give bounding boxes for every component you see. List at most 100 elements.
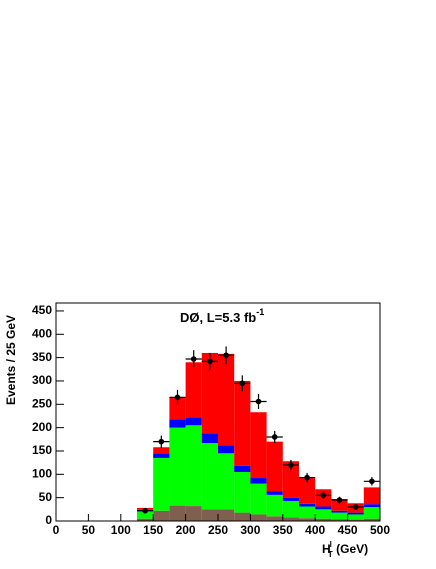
y-tick-label: 150 (32, 443, 52, 457)
histogram-bar (363, 487, 380, 505)
data-point (369, 478, 375, 485)
histogram-bar (201, 433, 218, 444)
histogram-bar (266, 441, 283, 492)
histogram-bar (282, 517, 299, 521)
histogram-bar (185, 425, 202, 507)
data-point (336, 497, 343, 503)
y-tick-label: 0 (45, 513, 52, 527)
y-tick-label: 350 (32, 350, 52, 364)
histogram-bar (315, 506, 332, 510)
data-point (207, 358, 213, 365)
data-point (142, 507, 148, 514)
y-axis-label: Events / 25 GeV (4, 315, 18, 405)
histogram-bar (185, 362, 202, 418)
data-point (190, 356, 197, 362)
histogram-bar (153, 453, 170, 458)
histogram-bar (250, 412, 267, 479)
annotation-sup: -1 (256, 307, 264, 317)
histogram-bar (153, 457, 170, 511)
histogram-bar (185, 506, 202, 521)
histogram-bar (331, 519, 348, 521)
x-label-main: H (322, 542, 331, 556)
x-tick-label: 300 (240, 523, 260, 537)
x-tick-label: 450 (338, 523, 358, 537)
x-tick-label: 50 (82, 523, 96, 537)
histogram-bar (169, 505, 186, 521)
histogram-bar (299, 503, 316, 507)
histogram-bar (169, 419, 186, 428)
x-axis-label: Hl T (GeV) (322, 540, 368, 559)
histogram-bar (169, 427, 186, 506)
histogram-bar (282, 497, 299, 501)
histogram-bar (218, 353, 235, 446)
histogram-bar (299, 478, 316, 504)
histogram-bar (331, 512, 348, 520)
x-label-sup: l (330, 540, 332, 549)
x-tick-label: 400 (305, 523, 325, 537)
histogram-bar (282, 500, 299, 518)
histogram-bar (299, 518, 316, 521)
data-point (271, 434, 278, 440)
data-point (239, 380, 246, 387)
data-point (174, 394, 181, 401)
histogram-bar (201, 352, 218, 434)
data-point (255, 398, 262, 405)
histogram-bar (347, 519, 364, 521)
x-label-unit: (GeV) (333, 542, 368, 556)
x-tick-label: 150 (143, 523, 163, 537)
histogram-bar (169, 397, 186, 420)
histogram-bar (234, 380, 251, 466)
histogram-bar (299, 506, 316, 519)
histogram-bar (331, 499, 348, 511)
y-tick-label: 250 (32, 396, 52, 410)
y-tick-label: 400 (32, 326, 52, 340)
histogram-bar (363, 518, 380, 521)
annotation-text: DØ, L=5.3 fb (180, 310, 256, 325)
histogram-bar (234, 471, 251, 513)
x-tick-label: 200 (176, 523, 196, 537)
histogram-bar (315, 518, 332, 521)
histogram-bar (315, 509, 332, 519)
data-point (158, 438, 165, 445)
histogram-bar (201, 443, 218, 510)
data-point (223, 352, 229, 359)
x-tick-label: 100 (111, 523, 131, 537)
histogram-bar (282, 461, 299, 498)
x-tick-label: 350 (273, 523, 293, 537)
histogram-bar (218, 509, 235, 521)
histogram-bar (250, 478, 267, 484)
histogram-bar (250, 514, 267, 521)
data-point (288, 462, 294, 468)
histogram-bar (266, 516, 283, 521)
histogram-bar (218, 453, 235, 510)
y-tick-label: 100 (32, 466, 52, 480)
data-point (304, 474, 310, 481)
histogram-bar (266, 491, 283, 495)
histogram-bar (153, 510, 170, 521)
histogram-bar (185, 417, 202, 426)
x-tick-label: 250 (208, 523, 228, 537)
histogram-bar (347, 512, 364, 515)
y-tick-label: 200 (32, 420, 52, 434)
histogram-bar (153, 447, 170, 454)
histogram-bar (137, 518, 154, 521)
x-tick-label: 500 (370, 523, 390, 537)
annotation: DØ, L=5.3 fb-1 (180, 307, 264, 325)
histogram-bar (218, 445, 235, 454)
histogram-bar (234, 465, 251, 472)
data-point (352, 504, 359, 510)
histogram-bar (363, 504, 380, 507)
histogram-bar (137, 510, 154, 519)
histogram-bar (331, 510, 348, 513)
histogram-bar (201, 509, 218, 521)
data-point (320, 492, 327, 499)
histogram-bar (250, 483, 267, 515)
y-tick-label: 50 (39, 490, 53, 504)
histogram-bar (234, 512, 251, 521)
histogram-bar (266, 494, 283, 517)
x-label-sub: T (328, 550, 333, 559)
y-tick-label: 450 (32, 303, 52, 317)
x-tick-label: 0 (53, 523, 60, 537)
histogram-bar (363, 506, 380, 519)
